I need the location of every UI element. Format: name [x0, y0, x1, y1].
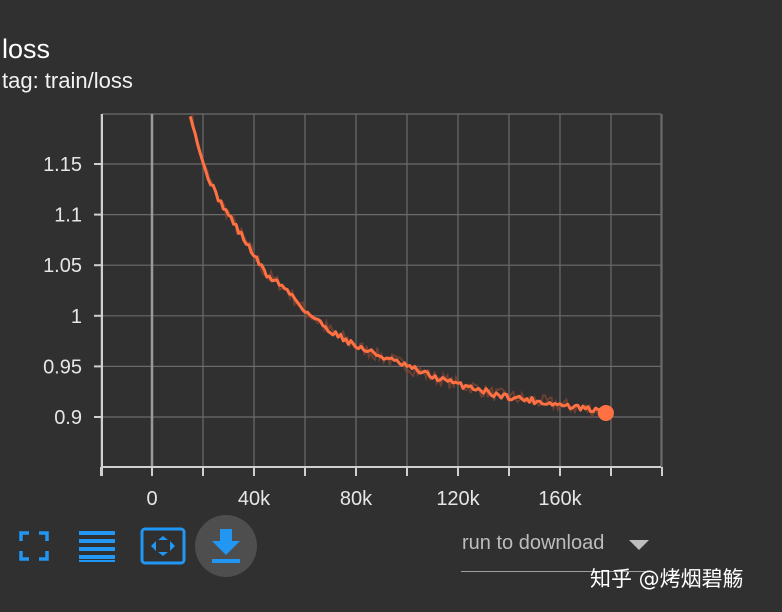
chevron-down-icon: [629, 540, 649, 550]
y-tick-label: 1.1: [54, 205, 82, 227]
fullscreen-button[interactable]: [14, 526, 54, 566]
data-table-button[interactable]: [77, 526, 117, 566]
x-tick-label: 0: [146, 488, 157, 510]
y-tick-label: 0.9: [54, 407, 82, 429]
card-tag: tag: train/loss: [2, 68, 133, 93]
y-tick-label: 1: [71, 306, 82, 328]
fit-to-data-icon: [140, 527, 186, 565]
card-title: loss: [2, 34, 51, 64]
download-icon: [212, 529, 240, 563]
series-line: [188, 116, 608, 416]
series-last-point[interactable]: [597, 404, 614, 421]
loss-line-chart[interactable]: 0.9 0.95 1 1.05 1.1 1.15 0 40k 80k 120k 160k: [0, 100, 782, 510]
x-tick-label: 80k: [340, 488, 373, 510]
fullscreen-icon: [19, 531, 49, 561]
run-download-select[interactable]: run to download: [461, 527, 651, 572]
fit-domain-button[interactable]: [140, 526, 186, 566]
run-download-select-value: run to download: [462, 532, 605, 554]
y-tick-label: 1.15: [43, 154, 82, 176]
x-tick-label: 120k: [436, 488, 480, 510]
watermark-text: 知乎 @烤烟碧觞: [590, 567, 744, 591]
x-tick-label: 40k: [238, 488, 271, 510]
download-button[interactable]: [195, 515, 257, 577]
y-tick-label: 0.95: [43, 356, 82, 378]
list-lines-icon: [79, 531, 115, 562]
x-tick-label: 160k: [538, 488, 582, 510]
plot-area: [102, 114, 661, 467]
series-raw-line: [189, 112, 607, 420]
y-tick-label: 1.05: [43, 255, 82, 277]
